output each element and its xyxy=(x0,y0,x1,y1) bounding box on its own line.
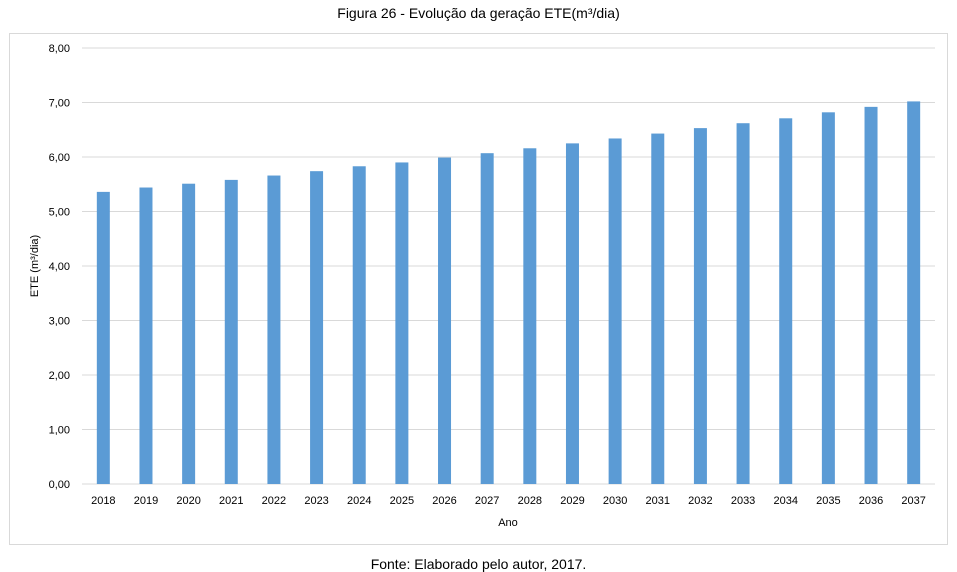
y-tick-label: 0,00 xyxy=(49,479,70,491)
bar-2029 xyxy=(565,143,579,484)
bars xyxy=(96,101,921,485)
y-tick-label: 7,00 xyxy=(49,98,70,110)
gridlines xyxy=(82,47,935,485)
x-tick-label: 2029 xyxy=(560,495,584,507)
bar-2031 xyxy=(651,133,665,484)
x-tick-label: 2028 xyxy=(518,495,542,507)
x-tick-label: 2033 xyxy=(731,495,755,507)
y-tick-label: 2,00 xyxy=(49,370,70,382)
figure-title: Figura 26 - Evolução da geração ETE(m³/d… xyxy=(337,5,620,21)
x-tick-label: 2022 xyxy=(262,495,286,507)
x-tick-label: 2019 xyxy=(134,495,158,507)
bar-2033 xyxy=(736,123,750,485)
bar-2022 xyxy=(267,175,281,484)
x-tick-label: 2030 xyxy=(603,495,627,507)
x-tick-label: 2035 xyxy=(816,495,840,507)
x-tick-label: 2031 xyxy=(646,495,670,507)
bar-2021 xyxy=(224,179,238,484)
bar-2023 xyxy=(310,171,324,485)
bar-2020 xyxy=(182,183,196,484)
bar-2030 xyxy=(608,138,622,484)
chart-area xyxy=(9,33,948,545)
y-tick-label: 5,00 xyxy=(49,207,70,219)
x-tick-label: 2023 xyxy=(304,495,328,507)
bar-2027 xyxy=(480,153,494,484)
y-tick-label: 4,00 xyxy=(49,261,70,273)
y-tick-label: 6,00 xyxy=(49,152,70,164)
bar-2028 xyxy=(523,148,537,484)
y-tick-label: 1,00 xyxy=(49,425,70,437)
x-tick-label: 2025 xyxy=(390,495,414,507)
y-axis-ticks: 0,00 1,00 2,00 3,00 4,00 5,00 6,00 7,00 8,00 xyxy=(49,43,70,491)
bar-2034 xyxy=(779,118,793,485)
x-axis-title: Ano xyxy=(498,517,518,529)
x-tick-label: 2024 xyxy=(347,495,371,507)
bar-2019 xyxy=(139,187,153,484)
y-tick-label: 8,00 xyxy=(49,43,70,55)
x-tick-label: 2021 xyxy=(219,495,243,507)
bar-2036 xyxy=(864,106,878,485)
bar-2037 xyxy=(907,101,921,484)
x-axis-ticks: 2018 2019 2020 2021 2022 2023 2024 2025 2026 2027… xyxy=(91,495,926,507)
bar-2018 xyxy=(96,191,110,484)
x-tick-label: 2036 xyxy=(859,495,883,507)
x-tick-label: 2034 xyxy=(773,495,797,507)
x-tick-label: 2027 xyxy=(475,495,499,507)
x-tick-label: 2026 xyxy=(432,495,456,507)
bar-2032 xyxy=(693,128,707,485)
x-tick-label: 2020 xyxy=(176,495,200,507)
figure-caption: Fonte: Elaborado pelo autor, 2017. xyxy=(370,556,587,572)
bar-2026 xyxy=(438,157,452,485)
y-tick-label: 3,00 xyxy=(49,316,70,328)
x-tick-label: 2018 xyxy=(91,495,115,507)
bar-2025 xyxy=(395,162,409,484)
y-axis-title: ETE (m³/dia) xyxy=(29,235,41,297)
bar-2035 xyxy=(821,112,835,484)
x-tick-label: 2032 xyxy=(688,495,712,507)
bar-2024 xyxy=(352,166,366,484)
x-tick-label: 2037 xyxy=(901,495,925,507)
